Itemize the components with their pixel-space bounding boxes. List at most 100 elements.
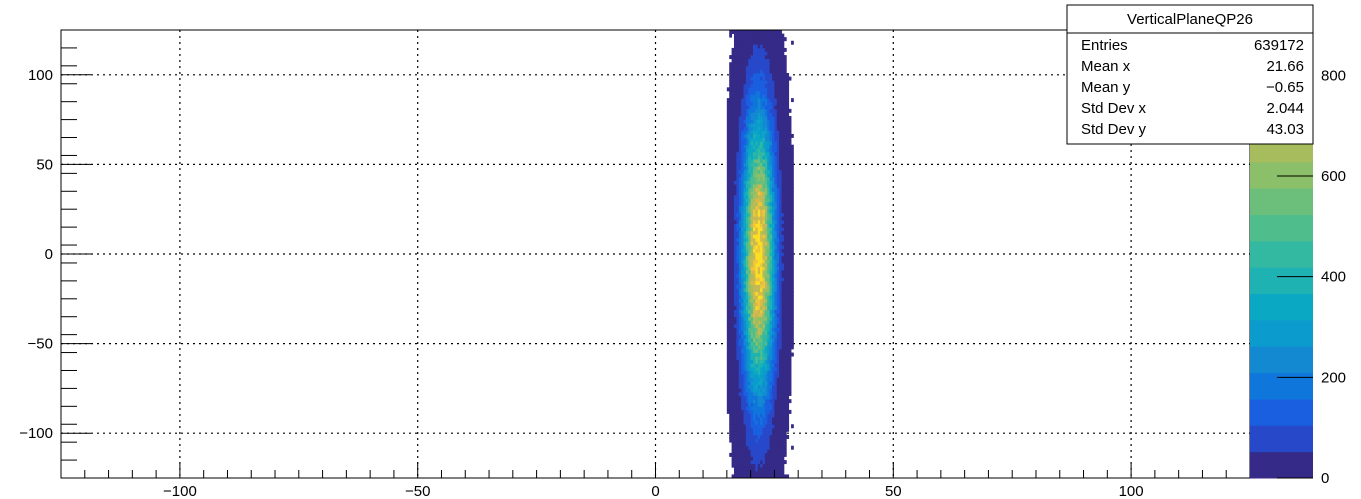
heatmap-cell xyxy=(748,288,752,293)
heatmap-cell xyxy=(748,424,752,429)
heatmap-cell xyxy=(764,51,768,56)
heatmap-cell xyxy=(762,101,766,106)
heatmap-cell xyxy=(731,460,735,465)
heatmap-cell xyxy=(729,266,732,271)
heatmap-cell xyxy=(729,252,732,257)
heatmap-cell xyxy=(726,245,730,250)
heatmap-cell xyxy=(774,316,778,321)
heatmap-cell xyxy=(752,431,756,436)
heatmap-cell xyxy=(769,30,773,34)
heatmap-cell xyxy=(731,151,735,156)
heatmap-cell xyxy=(776,399,780,404)
heatmap-cell xyxy=(788,126,792,131)
heatmap-cell xyxy=(731,76,735,81)
heatmap-cell xyxy=(726,391,730,396)
heatmap-cell xyxy=(748,237,752,242)
heatmap-cell xyxy=(729,370,732,375)
heatmap-cell xyxy=(783,237,787,242)
heatmap-cell xyxy=(786,144,790,149)
heatmap-cell xyxy=(738,262,742,267)
heatmap-cell xyxy=(733,30,737,34)
heatmap-cell xyxy=(752,417,756,422)
heatmap-cell xyxy=(741,381,744,386)
heatmap-cell xyxy=(767,363,771,368)
heatmap-cell xyxy=(748,327,752,332)
heatmap-cell xyxy=(748,162,752,167)
heatmap-cell xyxy=(726,184,730,189)
heatmap-cell xyxy=(779,438,782,443)
heatmap-cell xyxy=(752,83,756,88)
heatmap-cell xyxy=(776,126,780,131)
heatmap-cell xyxy=(781,55,785,60)
heatmap-cell xyxy=(738,33,742,38)
heatmap-cell xyxy=(738,137,742,142)
heatmap-cell xyxy=(769,291,773,296)
heatmap-cell xyxy=(726,302,730,307)
heatmap-cell xyxy=(738,248,742,253)
heatmap-cell xyxy=(748,230,752,235)
heatmap-cell xyxy=(779,291,782,296)
heatmap-cell xyxy=(731,212,735,217)
heatmap-cell xyxy=(791,144,794,149)
heatmap-cell xyxy=(772,402,775,407)
heatmap-cell xyxy=(733,98,737,103)
heatmap-cell xyxy=(736,162,740,167)
heatmap-cell xyxy=(729,130,732,135)
heatmap-cell xyxy=(772,309,775,314)
heatmap-cell xyxy=(781,58,785,63)
heatmap-cell xyxy=(779,216,782,221)
heatmap-cell xyxy=(774,313,778,318)
heatmap-cell xyxy=(741,424,744,429)
heatmap-cell xyxy=(760,406,763,411)
heatmap-cell xyxy=(786,173,790,178)
heatmap-cell xyxy=(750,255,754,260)
heatmap-cell xyxy=(750,69,754,74)
heatmap-cell xyxy=(729,395,732,400)
heatmap-cell xyxy=(769,277,773,282)
heatmap-cell xyxy=(783,366,787,371)
heatmap-cell xyxy=(776,173,780,178)
heatmap-cell xyxy=(748,133,752,138)
heatmap-cell xyxy=(752,302,756,307)
heatmap-cell xyxy=(769,83,773,88)
heatmap-cell xyxy=(779,187,782,192)
heatmap-cell xyxy=(760,33,763,38)
heatmap-cell xyxy=(750,187,754,192)
heatmap-cell xyxy=(745,123,749,128)
heatmap-cell xyxy=(757,395,761,400)
heatmap-cell xyxy=(774,381,778,386)
heatmap-cell xyxy=(764,44,768,49)
heatmap-cell xyxy=(776,123,780,128)
heatmap-cell xyxy=(786,202,790,207)
heatmap-cell xyxy=(757,298,761,303)
heatmap-cell xyxy=(774,87,778,92)
heatmap-cell xyxy=(733,395,737,400)
heatmap-cell xyxy=(791,248,794,253)
heatmap-cell xyxy=(776,377,780,382)
heatmap-cell xyxy=(726,284,730,289)
heatmap-cell xyxy=(762,130,766,135)
heatmap-cell xyxy=(791,40,794,45)
heatmap-cell xyxy=(743,130,747,135)
heatmap-cell xyxy=(755,62,759,67)
heatmap-cell xyxy=(741,144,744,149)
heatmap-cell xyxy=(726,119,730,124)
heatmap-cell xyxy=(750,151,754,156)
heatmap-cell xyxy=(786,252,790,257)
heatmap-cell xyxy=(750,406,754,411)
heatmap-cell xyxy=(748,331,752,336)
heatmap-cell xyxy=(762,73,766,77)
heatmap-cell xyxy=(760,442,763,447)
heatmap-cell xyxy=(736,126,740,131)
heatmap-cell xyxy=(733,219,737,224)
heatmap-cell xyxy=(781,76,785,81)
heatmap-cell xyxy=(791,259,794,264)
heatmap-cell xyxy=(748,173,752,178)
heatmap-cell xyxy=(741,169,744,174)
heatmap-cell xyxy=(733,356,737,361)
heatmap-cell xyxy=(741,47,744,52)
heatmap-cell xyxy=(779,230,782,235)
heatmap-cell xyxy=(788,123,792,128)
heatmap-cell xyxy=(762,359,766,364)
heatmap-cell xyxy=(755,90,759,95)
